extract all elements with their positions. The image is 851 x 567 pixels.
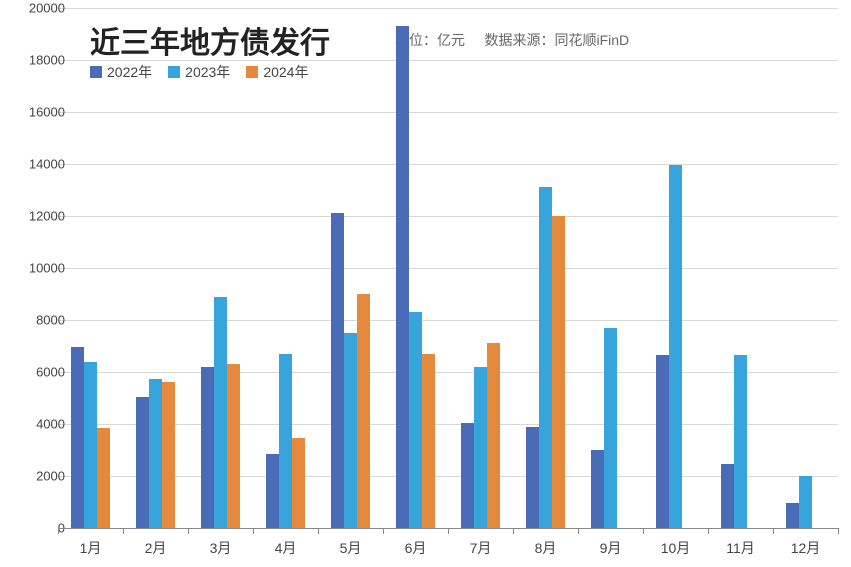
- bar: [396, 26, 409, 528]
- gridline: [58, 268, 838, 269]
- bar: [84, 362, 97, 528]
- bar: [734, 355, 747, 528]
- legend-swatch: [90, 66, 102, 78]
- bar: [474, 367, 487, 528]
- bar: [227, 364, 240, 528]
- y-tick-label: 20000: [15, 1, 65, 16]
- x-tick: [58, 528, 59, 534]
- bar: [604, 328, 617, 528]
- y-tick-label: 12000: [15, 209, 65, 224]
- bar: [357, 294, 370, 528]
- bar: [786, 503, 799, 528]
- x-tick-label: 4月: [275, 538, 297, 558]
- y-tick-label: 14000: [15, 157, 65, 172]
- bar: [162, 382, 175, 528]
- x-tick-label: 1月: [80, 538, 102, 558]
- bar: [461, 423, 474, 528]
- gridline: [58, 320, 838, 321]
- legend-item: 2022年: [90, 62, 152, 82]
- bar: [669, 165, 682, 528]
- x-tick: [773, 528, 774, 534]
- bar: [331, 213, 344, 528]
- chart-subtitle: 单位：亿元 数据来源：同花顺iFinD: [395, 30, 629, 50]
- legend-label: 2024年: [263, 62, 308, 82]
- x-tick: [123, 528, 124, 534]
- bar: [539, 187, 552, 528]
- x-tick-label: 10月: [661, 538, 691, 558]
- x-tick: [513, 528, 514, 534]
- bar: [552, 216, 565, 528]
- x-tick-label: 11月: [726, 538, 755, 558]
- bar: [422, 354, 435, 528]
- bar: [344, 333, 357, 528]
- x-tick-label: 5月: [340, 538, 362, 558]
- x-tick-label: 9月: [600, 538, 622, 558]
- x-tick: [643, 528, 644, 534]
- bar: [721, 464, 734, 528]
- y-tick-label: 18000: [15, 53, 65, 68]
- chart-container: 近三年地方债发行 单位：亿元 数据来源：同花顺iFinD 2022年2023年2…: [0, 0, 851, 567]
- bar: [799, 476, 812, 528]
- x-tick-label: 6月: [405, 538, 427, 558]
- x-tick-label: 8月: [535, 538, 557, 558]
- legend-swatch: [246, 66, 258, 78]
- x-tick-label: 2月: [145, 538, 167, 558]
- legend: 2022年 2023年 2024年: [90, 62, 308, 82]
- x-tick: [708, 528, 709, 534]
- legend-swatch: [168, 66, 180, 78]
- chart-title: 近三年地方债发行: [90, 18, 330, 62]
- bar: [201, 367, 214, 528]
- x-tick: [578, 528, 579, 534]
- legend-label: 2023年: [185, 62, 230, 82]
- x-tick: [318, 528, 319, 534]
- x-tick: [838, 528, 839, 534]
- bar: [487, 343, 500, 528]
- gridline: [58, 164, 838, 165]
- y-tick-label: 16000: [15, 105, 65, 120]
- gridline: [58, 60, 838, 61]
- x-tick: [188, 528, 189, 534]
- x-tick-label: 3月: [210, 538, 232, 558]
- gridline: [58, 372, 838, 373]
- gridline: [58, 216, 838, 217]
- bar: [97, 428, 110, 528]
- gridline: [58, 112, 838, 113]
- bar: [279, 354, 292, 528]
- bar: [266, 454, 279, 528]
- bar: [149, 379, 162, 529]
- y-tick-label: 8000: [15, 313, 65, 328]
- bar: [409, 312, 422, 528]
- y-tick-label: 4000: [15, 417, 65, 432]
- y-tick-label: 10000: [15, 261, 65, 276]
- bar: [214, 297, 227, 528]
- bar: [591, 450, 604, 528]
- gridline: [58, 424, 838, 425]
- subtitle-source: 数据来源：同花顺iFinD: [484, 32, 629, 48]
- y-tick-label: 6000: [15, 365, 65, 380]
- bar: [656, 355, 669, 528]
- x-tick: [448, 528, 449, 534]
- legend-item: 2024年: [246, 62, 308, 82]
- legend-label: 2022年: [107, 62, 152, 82]
- x-tick-label: 7月: [470, 538, 492, 558]
- bar: [71, 347, 84, 528]
- x-tick: [383, 528, 384, 534]
- gridline: [58, 8, 838, 9]
- x-tick-label: 12月: [791, 538, 821, 558]
- bar: [526, 427, 539, 528]
- bar: [292, 438, 305, 528]
- x-tick: [253, 528, 254, 534]
- y-tick-label: 2000: [15, 469, 65, 484]
- bar: [136, 397, 149, 528]
- legend-item: 2023年: [168, 62, 230, 82]
